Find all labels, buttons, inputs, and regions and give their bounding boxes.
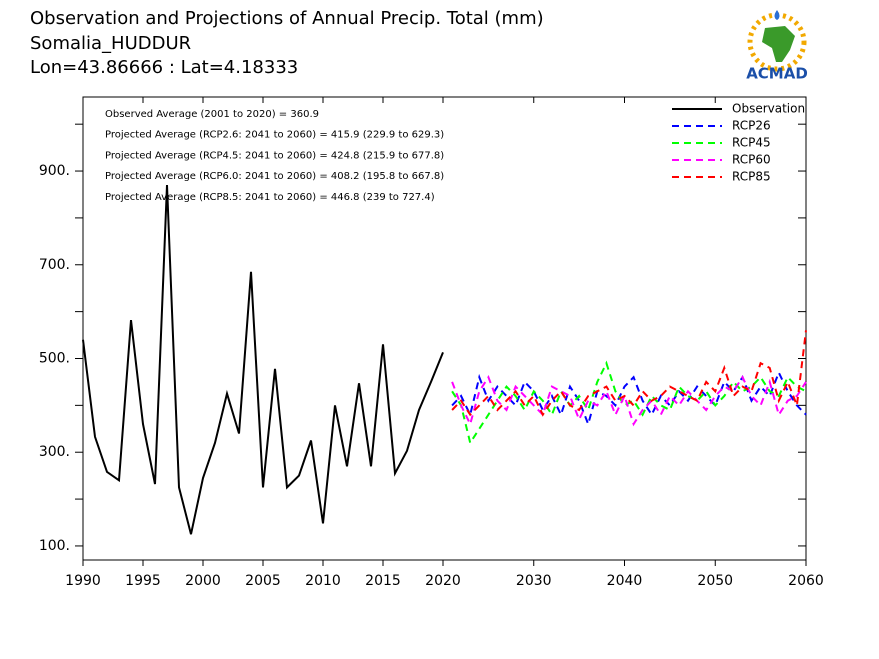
annotation: Projected Average (RCP2.6: 2041 to 2060)… [105,130,444,141]
x-tick-label: 2000 [185,573,221,589]
x-tick-label: 2005 [245,573,281,589]
x-tick-label: 2030 [516,573,552,589]
y-tick-label: 300. [39,444,70,460]
x-tick-label: 1995 [125,573,161,589]
legend-label: Observation [732,102,805,116]
x-tick-label: 2015 [365,573,401,589]
x-tick-label: 1990 [65,573,101,589]
y-tick-label: 100. [39,538,70,554]
logo-text: ACMAD [746,65,808,83]
series-line [82,185,444,535]
logo: ACMAD [746,10,808,83]
x-tick-label: 2010 [305,573,341,589]
y-tick-label: 500. [39,350,70,366]
series-line [451,375,807,427]
plot-frame [82,96,807,561]
annotation: Observed Average (2001 to 2020) = 360.9 [105,109,319,120]
series-line [451,330,807,417]
annotation: Projected Average (RCP6.0: 2041 to 2060)… [105,171,444,182]
legend-label: RCP45 [732,136,771,150]
x-tick-label: 2060 [788,573,824,589]
annotation: Projected Average (RCP8.5: 2041 to 2060)… [105,192,435,203]
legend-label: RCP60 [732,153,771,167]
y-tick-label: 900. [39,163,70,179]
annotation: Projected Average (RCP4.5: 2041 to 2060)… [105,150,444,161]
legend-label: RCP85 [732,170,771,184]
location: Lon=43.86666 : Lat=4.18333 [30,57,298,78]
legend-label: RCP26 [732,119,771,133]
series-line [451,360,807,446]
x-tick-label: 2040 [607,573,643,589]
chart-subtitle: Somalia_HUDDUR [30,33,191,54]
chart-title: Observation and Projections of Annual Pr… [30,8,544,29]
x-tick-label: 2050 [697,573,733,589]
x-tick-label: 2020 [425,573,461,589]
y-tick-label: 700. [39,257,70,273]
